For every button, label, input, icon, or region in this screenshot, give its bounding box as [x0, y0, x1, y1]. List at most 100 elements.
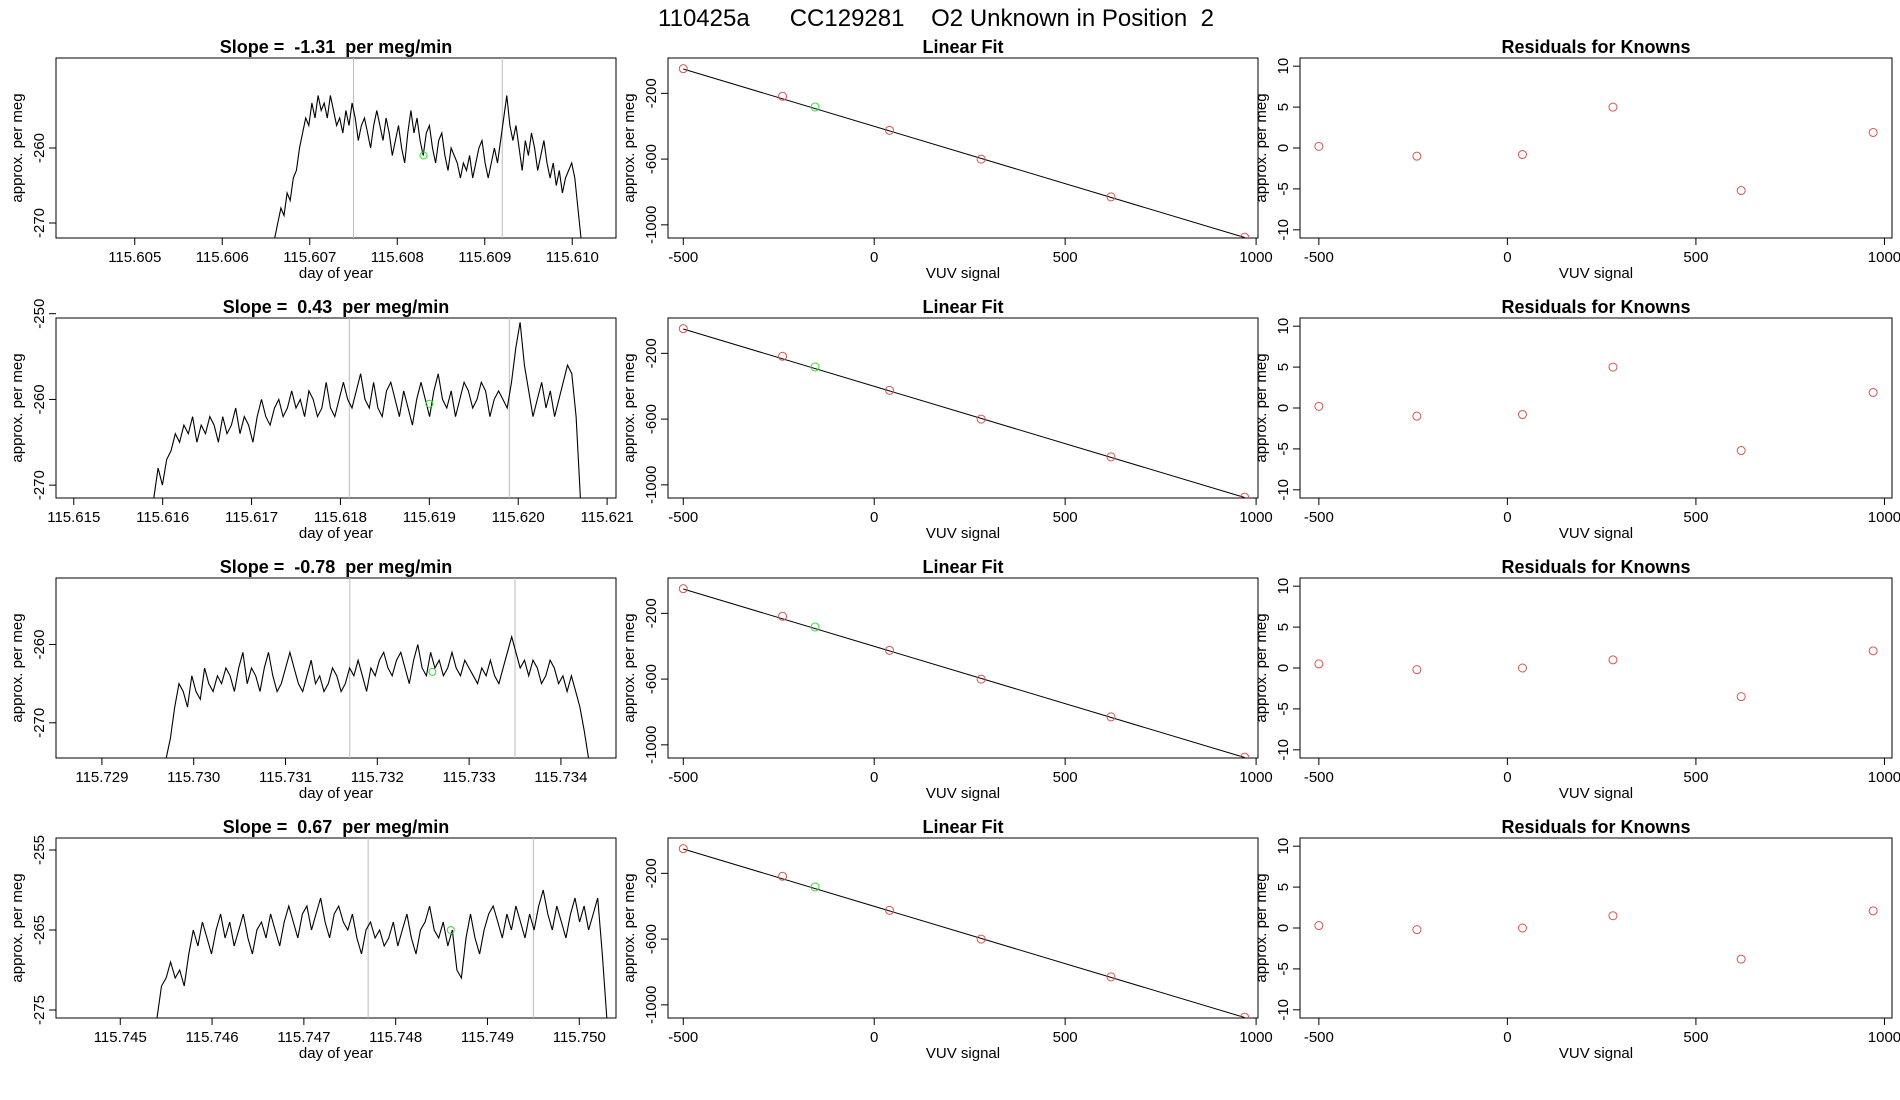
x-tick-label: 1000	[1868, 509, 1900, 526]
y-tick-label: -200	[643, 78, 660, 108]
unknown-point	[419, 151, 428, 160]
x-axis-label: VUV signal	[1559, 785, 1633, 802]
x-tick-label: 115.729	[75, 769, 128, 786]
chart-title: Residuals for Knowns	[1501, 557, 1690, 577]
chart-title: Linear Fit	[922, 37, 1003, 57]
x-tick-label: 0	[1503, 509, 1511, 526]
known-point	[1106, 972, 1116, 982]
residual-point	[1412, 151, 1422, 161]
residual-point	[1314, 401, 1324, 411]
x-tick-label: 500	[1683, 249, 1708, 266]
x-tick-label: -500	[668, 769, 698, 786]
x-tick-label: 115.605	[108, 249, 161, 266]
x-tick-label: 500	[1053, 509, 1078, 526]
y-axis-label: approx. per meg	[621, 613, 638, 722]
x-tick-label: -500	[1304, 769, 1334, 786]
y-axis-label: approx. per meg	[621, 353, 638, 462]
y-tick-label: -260	[31, 384, 48, 414]
x-tick-label: 115.749	[461, 1029, 514, 1046]
x-tick-label: 115.732	[351, 769, 404, 786]
x-tick-label: 0	[870, 769, 878, 786]
known-point	[778, 611, 788, 621]
fit-1: Linear Fit -500 0 500 1000 -200 -600 -1000 VUV s…	[621, 37, 1273, 282]
residual-point	[1736, 954, 1746, 964]
residual-point	[1517, 663, 1527, 673]
x-tick-label: -500	[668, 509, 698, 526]
data-area	[678, 844, 1250, 1018]
residual-point	[1868, 127, 1878, 137]
plot-frame	[667, 57, 1259, 239]
chart-title: Slope = -1.31 per meg/min	[220, 37, 453, 57]
x-tick-label: 0	[870, 1029, 878, 1046]
y-tick-label: -600	[643, 404, 660, 434]
y-axis-label: approx. per meg	[9, 873, 26, 982]
y-tick-label: -250	[31, 299, 48, 329]
x-tick-label: 1000	[1868, 249, 1900, 266]
y-axis-label: approx. per meg	[9, 613, 26, 722]
fit-line	[683, 328, 1245, 498]
page-title: 110425a CC129281 O2 Unknown in Position …	[658, 5, 1214, 32]
y-tick-label: -270	[31, 208, 48, 238]
x-tick-label: 115.734	[534, 769, 587, 786]
x-tick-label: 115.620	[492, 509, 545, 526]
trace-3: Slope = -0.78 per meg/min 115.729 115.730 1…	[9, 557, 617, 802]
y-tick-label: -1000	[643, 466, 660, 504]
plot-frame	[1299, 837, 1893, 1019]
y-axis-label: approx. per meg	[9, 93, 26, 202]
residual-point	[1608, 655, 1618, 665]
x-tick-label: -500	[1304, 1029, 1334, 1046]
x-tick-label: 0	[1503, 249, 1511, 266]
x-tick-label: 1000	[1239, 249, 1272, 266]
fit-2: Linear Fit -500 0 500 1000 -200 -600 -1000 VUV s…	[621, 297, 1273, 542]
y-tick-label: -600	[643, 924, 660, 954]
x-tick-label: 115.730	[167, 769, 220, 786]
residuals-1: Residuals for Knowns -500 0 500 1000 10 5 0 -5 -1…	[1253, 37, 1900, 282]
unknown-point	[425, 399, 434, 408]
y-tick-label: -600	[643, 664, 660, 694]
y-tick-label: 5	[1275, 883, 1292, 891]
x-tick-label: 115.616	[136, 509, 189, 526]
trace-line	[165, 634, 590, 758]
x-axis-label: day of year	[299, 525, 373, 542]
known-point	[976, 934, 986, 944]
y-axis-label: approx. per meg	[621, 93, 638, 202]
x-tick-label: 115.606	[196, 249, 249, 266]
residual-point	[1608, 362, 1618, 372]
x-tick-label: 115.609	[458, 249, 511, 266]
residuals-2: Residuals for Knowns -500 0 500 1000 10 5 0 -5 -1…	[1253, 297, 1900, 542]
data-area	[156, 838, 608, 1018]
known-point	[1106, 452, 1116, 462]
x-tick-label: -500	[1304, 509, 1334, 526]
chart-title: Linear Fit	[922, 817, 1003, 837]
y-axis-label: approx. per meg	[621, 873, 638, 982]
plot-frame	[1299, 317, 1893, 499]
data-area	[1314, 906, 1878, 964]
data-area	[678, 584, 1250, 758]
y-tick-label: 5	[1275, 103, 1292, 111]
y-tick-label: 10	[1275, 578, 1292, 595]
x-axis-label: VUV signal	[926, 785, 1000, 802]
data-area	[153, 318, 581, 498]
y-tick-label: -10	[1275, 479, 1292, 501]
x-tick-label: 115.610	[546, 249, 599, 266]
x-tick-label: 1000	[1868, 1029, 1900, 1046]
chart-title: Slope = -0.78 per meg/min	[220, 557, 453, 577]
y-tick-label: -260	[31, 630, 48, 660]
unknown-point	[810, 362, 820, 372]
known-point	[976, 414, 986, 424]
y-tick-label: 10	[1275, 318, 1292, 335]
data-area	[274, 58, 582, 238]
x-axis-label: VUV signal	[926, 525, 1000, 542]
y-tick-label: -255	[31, 835, 48, 865]
x-tick-label: -500	[668, 1029, 698, 1046]
known-point	[778, 351, 788, 361]
plot-frame	[1299, 57, 1893, 239]
y-tick-label: 5	[1275, 363, 1292, 371]
y-tick-label: -1000	[643, 986, 660, 1024]
y-tick-label: -5	[1275, 442, 1292, 455]
residual-point	[1412, 411, 1422, 421]
known-point	[1106, 192, 1116, 202]
chart-title: Slope = 0.67 per meg/min	[223, 817, 450, 837]
data-area	[678, 64, 1250, 238]
x-tick-label: 0	[1503, 769, 1511, 786]
